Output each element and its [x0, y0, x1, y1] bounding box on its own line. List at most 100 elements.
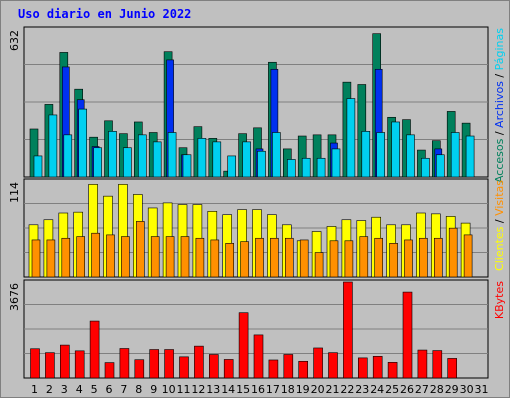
bar-kbytes-day-23 [357, 357, 368, 379]
bar-kbytes-day-13 [209, 354, 219, 379]
bar-pginas-day-3 [63, 134, 73, 178]
bar-pginas-day-4 [78, 108, 87, 178]
bar-clientes-day-15 [240, 241, 249, 278]
bar-pginas-day-18 [286, 159, 296, 178]
x-tick-label: 26 [400, 383, 414, 396]
bar-pginas-day-24 [376, 132, 386, 178]
bar-clientes-day-4 [76, 236, 85, 278]
legend-bottom: KBytes [493, 281, 506, 319]
bar-pginas-day-19 [301, 157, 311, 178]
x-tick-label: 1 [31, 383, 38, 396]
bar-kbytes-day-17 [268, 359, 279, 379]
bar-pginas-day-30 [465, 135, 475, 178]
bar-pginas-day-2 [48, 114, 58, 178]
x-tick-label: 8 [135, 383, 142, 396]
x-tick-label: 4 [76, 383, 83, 396]
bar-clientes-day-3 [61, 237, 71, 278]
x-tick-label: 2 [46, 383, 53, 396]
bar-clientes-day-19 [299, 239, 309, 278]
bar-kbytes-day-10 [164, 349, 174, 379]
bar-kbytes-day-11 [179, 356, 189, 379]
bar-pginas-day-23 [361, 131, 371, 178]
bar-clientes-day-12 [195, 237, 205, 278]
bar-kbytes-day-14 [223, 359, 234, 379]
bar-kbytes-day-28 [432, 350, 443, 379]
x-tick-label: 24 [370, 383, 384, 396]
bar-pginas-day-1 [33, 155, 43, 178]
x-tick-label: 31 [475, 383, 489, 396]
x-tick-label: 9 [150, 383, 157, 396]
bar-pginas-day-10 [167, 132, 177, 178]
bar-kbytes-day-18 [283, 354, 294, 379]
x-tick-label: 7 [120, 383, 127, 396]
bar-kbytes-day-9 [149, 349, 159, 379]
bar-pginas-day-14 [227, 155, 236, 178]
y-axis-max-label: 632 [8, 30, 21, 51]
x-tick-label: 12 [191, 383, 205, 396]
bar-clientes-day-14 [225, 243, 234, 278]
legend-item-visitas: Visitas [493, 180, 506, 216]
bar-kbytes-day-5 [89, 320, 100, 379]
bar-kbytes-day-6 [104, 362, 115, 379]
bar-clientes-day-16 [255, 237, 264, 278]
x-tick-label: 21 [326, 383, 340, 396]
bar-clientes-day-8 [136, 221, 145, 278]
bar-kbytes-day-3 [59, 344, 70, 379]
bar-kbytes-day-24 [372, 356, 383, 379]
bar-kbytes-day-22 [343, 281, 353, 379]
bar-clientes-day-7 [121, 236, 130, 278]
bar-pginas-day-26 [406, 134, 415, 178]
x-tick-label: 27 [415, 383, 429, 396]
panel-top: 632 Accesos / Archivos / Páginas [8, 26, 506, 183]
bar-clientes-day-11 [180, 236, 190, 278]
x-tick-label: 15 [236, 383, 250, 396]
x-tick-label: 11 [177, 383, 191, 396]
bar-clientes-day-5 [91, 232, 100, 278]
panel-bottom: 3676 KBytes [8, 279, 506, 379]
bar-clientes-day-18 [284, 237, 294, 278]
x-tick-label: 3 [61, 383, 68, 396]
bar-pginas-day-21 [331, 148, 341, 178]
bar-pginas-day-25 [391, 121, 400, 178]
bar-pginas-day-29 [450, 132, 460, 178]
x-tick-label: 20 [311, 383, 325, 396]
bar-clientes-day-13 [210, 239, 220, 278]
x-tick-label: 6 [106, 383, 113, 396]
bar-kbytes-day-27 [417, 349, 428, 379]
bar-pginas-day-20 [316, 157, 326, 178]
bar-clientes-day-21 [329, 240, 339, 278]
bar-clientes-day-1 [31, 239, 41, 278]
y-axis-max-label: 114 [8, 182, 21, 203]
bar-clientes-day-27 [419, 237, 428, 278]
bar-kbytes-day-26 [402, 291, 413, 379]
x-tick-label: 19 [296, 383, 310, 396]
legend-item-archivos: Archivos [493, 81, 506, 128]
bar-pginas-day-13 [212, 141, 222, 178]
legend-item-accesos: Accesos [493, 138, 506, 183]
bar-kbytes-day-19 [298, 360, 309, 379]
x-tick-label: 18 [281, 383, 295, 396]
legend-item-pginas: Páginas [493, 28, 506, 71]
bar-pginas-day-12 [197, 138, 207, 178]
x-tick-label: 22 [340, 383, 354, 396]
panel-middle: 114 Clientes / Visitas [8, 178, 506, 278]
bar-clientes-day-28 [433, 237, 443, 278]
bar-pginas-day-27 [421, 157, 430, 178]
bar-clientes-day-30 [463, 234, 473, 278]
bar-pginas-day-17 [272, 132, 281, 178]
bar-clientes-day-25 [389, 243, 398, 278]
x-tick-label: 29 [445, 383, 459, 396]
x-tick-label: 16 [251, 383, 265, 396]
bar-pginas-day-28 [435, 154, 445, 178]
x-tick-label: 14 [221, 383, 235, 396]
x-tick-label: 28 [430, 383, 444, 396]
y-axis-max-label: 3676 [8, 283, 21, 311]
bar-clientes-day-26 [404, 239, 413, 278]
bar-clientes-day-9 [150, 236, 160, 278]
bar-clientes-day-24 [374, 237, 384, 278]
bar-pginas-day-5 [93, 147, 102, 178]
legend-top: Accesos / Archivos / Páginas [493, 28, 506, 183]
legend-item-clientes: Clientes [493, 226, 506, 271]
bar-kbytes-day-4 [74, 350, 85, 379]
